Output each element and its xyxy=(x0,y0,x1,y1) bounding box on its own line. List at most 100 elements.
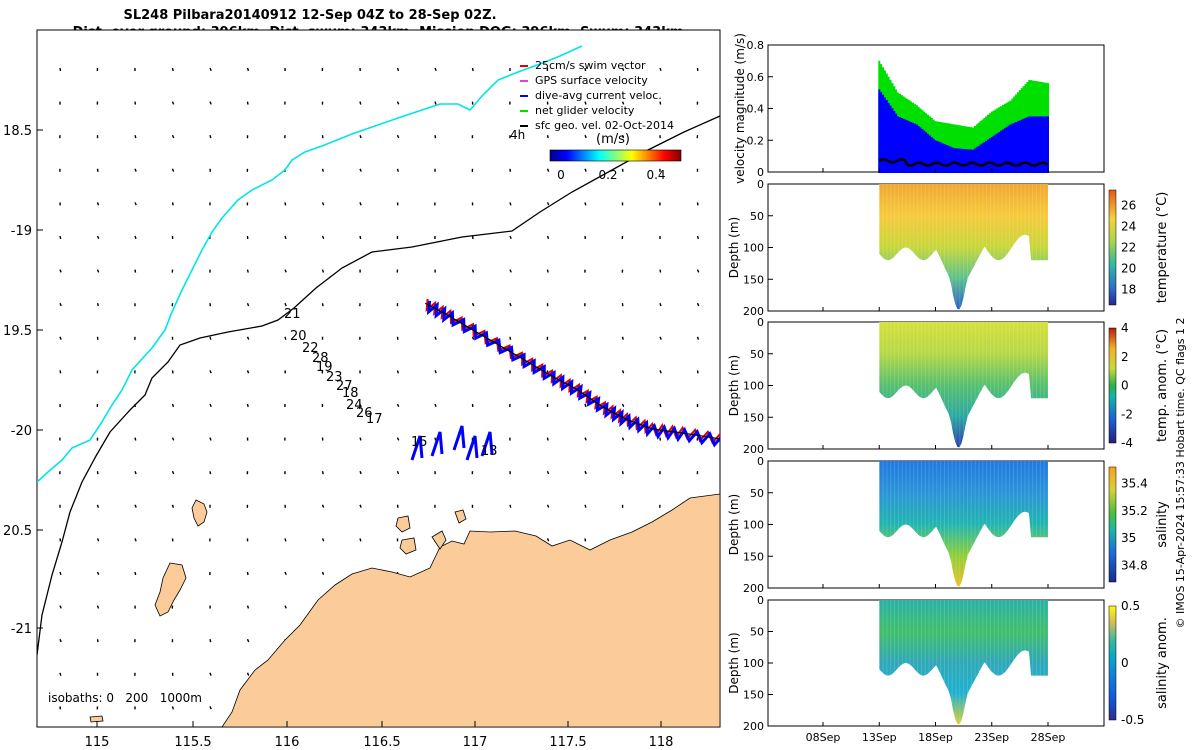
map-legend: 25cm/s swim vector GPS surface velocity … xyxy=(510,59,674,142)
current-vector xyxy=(209,639,212,643)
current-vector xyxy=(621,67,625,72)
current-vector xyxy=(396,403,400,408)
current-vector xyxy=(321,504,325,508)
current-vector xyxy=(134,470,137,475)
current-vector xyxy=(171,101,175,105)
current-vector xyxy=(434,403,437,408)
current-vector xyxy=(134,571,137,576)
map-xtick-label: 118 xyxy=(649,735,674,750)
current-vector xyxy=(659,269,662,273)
current-vector xyxy=(659,67,662,72)
track-line xyxy=(425,302,720,440)
current-vector xyxy=(621,336,624,340)
sal_anom-colorbar xyxy=(1108,605,1117,721)
velocity-ytick-label: 0.2 xyxy=(747,134,765,147)
map-xtick-label: 117 xyxy=(463,735,488,750)
legend-net-velocity: net glider velocity xyxy=(535,104,635,117)
current-vector xyxy=(284,202,287,206)
current-vector xyxy=(471,235,474,240)
salinity-ytick-label: 0 xyxy=(757,455,764,468)
sal_anom-cb-label: salinity anom. xyxy=(1155,617,1170,709)
current-vector xyxy=(321,571,325,576)
current-vector xyxy=(209,101,212,105)
current-vector xyxy=(471,370,474,374)
track-label: 18 xyxy=(342,386,359,401)
track-label: 24 xyxy=(346,398,363,413)
isobaths-label: isobaths: 0 200 1000m xyxy=(48,691,202,705)
island-small-6 xyxy=(89,715,104,723)
sal_anom-ylabel: Depth (m) xyxy=(727,632,741,693)
current-vector xyxy=(59,370,62,374)
current-vector xyxy=(209,706,212,710)
current-vector xyxy=(209,437,212,441)
current-vector xyxy=(546,135,549,139)
current-veloc-peak xyxy=(452,425,466,451)
temperature-ytick-label: 0 xyxy=(757,178,764,191)
current-vector xyxy=(171,67,174,72)
velocity-ytick-label: 0 xyxy=(757,166,764,179)
salinity-section xyxy=(879,461,1048,587)
current-vector xyxy=(359,101,362,105)
current-vector xyxy=(396,67,400,72)
current-vector xyxy=(171,470,175,475)
current-vector xyxy=(96,639,99,643)
temperature-ylabel: Depth (m) xyxy=(727,217,741,278)
current-vector xyxy=(434,336,437,340)
current-vector xyxy=(284,302,287,307)
temp_anom-ytick-label: 200 xyxy=(743,443,764,456)
current-vector xyxy=(509,269,512,273)
current-vector xyxy=(359,403,362,408)
sal_anom-cb-tick: 0 xyxy=(1121,656,1129,670)
current-vector xyxy=(246,269,249,273)
salinity-colorbar xyxy=(1108,466,1117,583)
current-vector xyxy=(59,269,62,273)
current-vector xyxy=(546,470,550,475)
current-vector xyxy=(696,269,700,273)
island-small-2 xyxy=(395,515,411,533)
track-label: 23 xyxy=(326,370,343,385)
current-vector xyxy=(59,571,62,576)
sal_anom-ytick-label: 0 xyxy=(757,594,764,607)
current-vector xyxy=(546,538,550,542)
current-vector xyxy=(359,235,362,240)
current-vector xyxy=(359,134,362,139)
current-vector xyxy=(96,202,100,206)
current-vector xyxy=(246,571,249,576)
temp_anom-ytick-label: 0 xyxy=(757,316,764,329)
temp_anom-cb-tick: 4 xyxy=(1121,321,1129,335)
current-vector xyxy=(546,504,550,508)
sal_anom-section xyxy=(879,600,1048,725)
temperature-ytick-label: 100 xyxy=(743,242,764,255)
legend-swim-vector: 25cm/s swim vector xyxy=(535,59,646,72)
current-vector xyxy=(59,235,62,240)
current-vector xyxy=(359,538,362,542)
track-label: 28 xyxy=(312,351,329,366)
current-vector xyxy=(171,134,175,139)
current-vector xyxy=(396,470,400,475)
current-vector xyxy=(696,235,700,240)
temperature-ytick-label: 50 xyxy=(750,210,764,223)
salinity-cb-label: salinity xyxy=(1155,501,1170,548)
current-vector xyxy=(621,370,625,374)
current-vector xyxy=(284,605,287,609)
current-veloc-peak xyxy=(480,431,494,457)
temperature-cb-tick: 22 xyxy=(1121,241,1136,255)
temperature-cb-tick: 20 xyxy=(1121,261,1136,275)
current-vector xyxy=(546,168,550,172)
current-vector xyxy=(209,403,212,408)
current-vector xyxy=(209,135,212,139)
island-small-4 xyxy=(431,530,447,550)
current-vector xyxy=(171,437,175,441)
current-vector xyxy=(246,638,250,643)
current-veloc-peak xyxy=(410,435,424,461)
time-tick-label: 28Sep xyxy=(1031,731,1066,744)
map-xtick-label: 115.5 xyxy=(174,735,211,750)
time-tick-label: 13Sep xyxy=(862,731,897,744)
current-veloc-peak xyxy=(465,435,479,461)
current-vector xyxy=(321,269,325,273)
current-vector xyxy=(284,269,287,273)
current-vector xyxy=(96,269,100,273)
current-vector xyxy=(546,269,549,273)
